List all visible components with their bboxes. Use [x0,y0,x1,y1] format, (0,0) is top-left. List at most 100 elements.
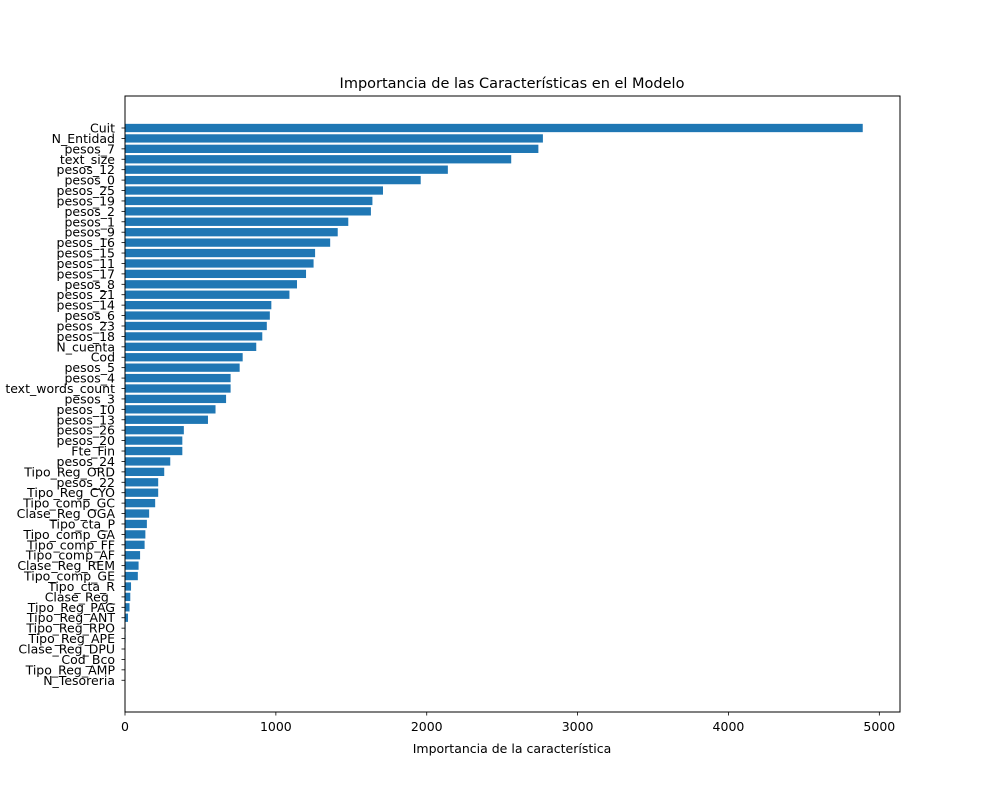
bar-pesos-23 [125,321,267,331]
y-tick-label: pesos_9 [64,225,115,240]
bar-pesos-12 [125,165,448,174]
y-tick-label: pesos_7 [64,141,115,156]
y-tick-label: Tipo_cta_R [47,579,115,594]
bar-tipo-comp-ge [125,571,138,581]
chart-title: Importancia de las Características en el… [340,76,685,92]
bar-pesos-15 [125,248,316,258]
bar-pesos-18 [125,332,263,341]
bar-pesos-24 [125,457,171,466]
x-tick-label: 3000 [562,719,594,734]
bar-clase-reg [125,592,131,602]
bar-clase-reg-rem [125,561,139,570]
y-tick-label: Clase_Reg_DPU [18,642,115,657]
x-tick-label: 4000 [713,719,745,734]
y-tick-label: pesos_11 [57,256,115,271]
y-tick-label: pesos_6 [64,308,115,323]
bar-tipo-reg-pag [125,603,130,612]
y-tick-label: pesos_25 [57,183,115,198]
bar-tipo-reg-ord [125,467,165,477]
y-tick-label: pesos_1 [64,214,115,229]
bar-tipo-cta-r [125,582,132,591]
y-tick-label: pesos_20 [57,433,116,448]
y-tick-label: pesos_13 [57,412,115,427]
y-tick-label: pesos_0 [64,173,115,188]
y-tick-label: pesos_4 [64,371,115,386]
bar-tipo-reg-ant [125,613,129,622]
bar-pesos-11 [125,259,314,268]
bar-pesos-17 [125,269,307,279]
bar-tipo-reg-cyo [125,488,159,497]
bar-text-size [125,155,512,164]
bar-pesos-16 [125,238,331,247]
y-tick-label: Tipo_comp_AF [25,548,115,563]
bar-pesos-20 [125,436,183,445]
y-tick-label: Clase_Reg_REM [17,558,115,573]
bar-tipo-comp-ga [125,530,146,539]
x-tick-label: 5000 [863,719,895,734]
bar-text-words-count [125,384,231,393]
bar-cuit [125,123,863,133]
y-tick-label: Tipo_comp_FF [26,537,115,552]
y-tick-label: pesos_15 [57,246,115,261]
y-tick-label: Clase_Reg_ [45,589,116,604]
bar-clase-reg-oga [125,509,150,518]
bar-pesos-13 [125,415,208,424]
y-tick-label: N_Entidad [52,131,115,146]
bar-pesos-6 [125,311,270,320]
bar-pesos-26 [125,426,184,435]
y-tick-label: pesos_3 [64,391,115,406]
y-tick-label: Tipo_comp_GC [22,496,115,511]
y-tick-label: N_Tesoreria [43,673,115,688]
y-tick-label: Tipo_Reg_CYO [26,485,115,500]
bar-pesos-1 [125,217,349,226]
y-tick-label: pesos_12 [57,162,115,177]
y-tick-label: Cuit [90,121,115,136]
y-tick-label: pesos_14 [57,298,116,313]
y-tick-label: pesos_5 [64,360,115,375]
bar-pesos-21 [125,290,290,299]
bar-tipo-comp-ff [125,540,145,549]
y-tick-label: Tipo_comp_GE [23,569,115,584]
bar-fte-fin [125,446,183,456]
y-tick-label: Tipo_cta_P [48,516,115,531]
y-tick-label: text_size [60,152,115,167]
y-tick-label: pesos_26 [57,423,116,438]
x-tick-label: 2000 [411,719,443,734]
y-tick-label: pesos_18 [57,329,116,344]
y-tick-label: Tipo_Reg_ANT [26,610,115,625]
y-tick-label: pesos_22 [57,475,115,490]
bar-pesos-10 [125,405,216,414]
bar-cod [125,353,243,362]
bar-tipo-comp-af [125,551,141,560]
y-tick-label: pesos_24 [57,454,116,469]
y-tick-label: pesos_2 [64,204,115,219]
y-tick-label: Tipo_Reg_AMP [25,662,116,677]
y-tick-label: Clase_Reg_OGA [17,506,116,521]
y-tick-label: pesos_23 [57,318,115,333]
bar-pesos-3 [125,394,227,404]
y-tick-label: pesos_8 [64,277,115,292]
bar-tipo-cta-p [125,519,147,529]
y-tick-label: N_cuenta [56,339,115,354]
y-tick-label: pesos_17 [57,266,115,281]
bar-pesos-0 [125,175,421,185]
bar-pesos-9 [125,228,338,237]
bar-pesos-7 [125,144,539,153]
x-axis-label: Importancia de la característica [413,741,612,756]
y-tick-label: pesos_10 [57,402,116,417]
bar-pesos-19 [125,196,373,206]
y-tick-label: Tipo_Reg_APE [27,631,115,646]
y-tick-label: Cod_Bco [61,652,115,667]
y-tick-label: pesos_21 [57,287,115,302]
y-tick-label: Tipo_comp_GA [22,527,115,542]
y-tick-label: pesos_16 [57,235,116,250]
bar-pesos-8 [125,280,297,289]
bar-n-cuenta [125,342,257,351]
bar-pesos-22 [125,478,159,487]
x-tick-label: 1000 [260,719,292,734]
y-tick-label: pesos_19 [57,193,116,208]
bar-pesos-25 [125,186,383,195]
y-tick-label: Tipo_Reg_ORD [23,464,115,479]
x-tick-label: 0 [121,719,129,734]
